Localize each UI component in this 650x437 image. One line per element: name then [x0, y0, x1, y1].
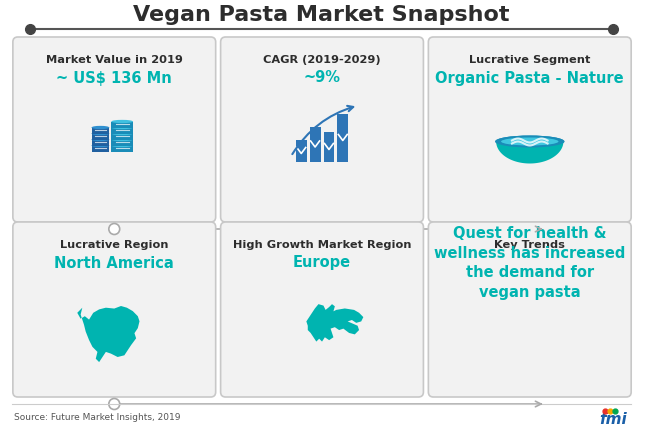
Text: Lucrative Segment: Lucrative Segment — [469, 55, 590, 65]
Text: Source: Future Market Insights, 2019: Source: Future Market Insights, 2019 — [14, 413, 180, 422]
Ellipse shape — [92, 132, 109, 135]
Bar — [92, 139, 109, 146]
Ellipse shape — [501, 138, 558, 146]
Ellipse shape — [92, 126, 109, 129]
Bar — [111, 146, 133, 152]
FancyBboxPatch shape — [220, 222, 423, 397]
Ellipse shape — [111, 126, 133, 129]
Ellipse shape — [111, 132, 133, 135]
Ellipse shape — [92, 138, 109, 141]
Ellipse shape — [111, 120, 133, 123]
Text: Market Value in 2019: Market Value in 2019 — [46, 55, 183, 65]
FancyBboxPatch shape — [220, 37, 423, 222]
Circle shape — [109, 399, 120, 409]
Bar — [296, 139, 307, 162]
Text: Key Trends: Key Trends — [495, 240, 566, 250]
Bar — [309, 126, 320, 162]
Bar — [111, 139, 133, 146]
FancyBboxPatch shape — [13, 222, 216, 397]
Bar — [111, 133, 133, 139]
Polygon shape — [306, 304, 363, 342]
Text: Organic Pasta - Nature: Organic Pasta - Nature — [436, 70, 624, 86]
Ellipse shape — [495, 135, 564, 148]
Polygon shape — [77, 306, 140, 362]
Text: Lucrative Region: Lucrative Region — [60, 240, 168, 250]
FancyBboxPatch shape — [428, 222, 631, 397]
Bar — [337, 114, 348, 162]
Text: ~ US$ 136 Mn: ~ US$ 136 Mn — [57, 70, 172, 86]
Text: High Growth Market Region: High Growth Market Region — [233, 240, 411, 250]
Ellipse shape — [495, 135, 564, 148]
Circle shape — [109, 223, 120, 235]
Text: Quest for health &
wellness has increased
the demand for
vegan pasta: Quest for health & wellness has increase… — [434, 226, 625, 300]
Text: CAGR (2019-2029): CAGR (2019-2029) — [263, 55, 381, 65]
Bar — [111, 128, 133, 133]
Bar — [92, 146, 109, 152]
Bar — [92, 128, 109, 133]
FancyBboxPatch shape — [13, 37, 216, 222]
Text: ~9%: ~9% — [304, 70, 341, 86]
Text: Europe: Europe — [293, 256, 351, 271]
Ellipse shape — [111, 138, 133, 141]
Text: Vegan Pasta Market Snapshot: Vegan Pasta Market Snapshot — [133, 5, 510, 25]
FancyBboxPatch shape — [428, 37, 631, 222]
Polygon shape — [496, 142, 564, 163]
Ellipse shape — [92, 144, 109, 147]
Ellipse shape — [111, 144, 133, 147]
Text: North America: North America — [55, 256, 174, 271]
Bar — [92, 133, 109, 139]
Text: fmi: fmi — [599, 413, 627, 427]
Bar — [324, 132, 334, 162]
Bar — [111, 121, 133, 128]
